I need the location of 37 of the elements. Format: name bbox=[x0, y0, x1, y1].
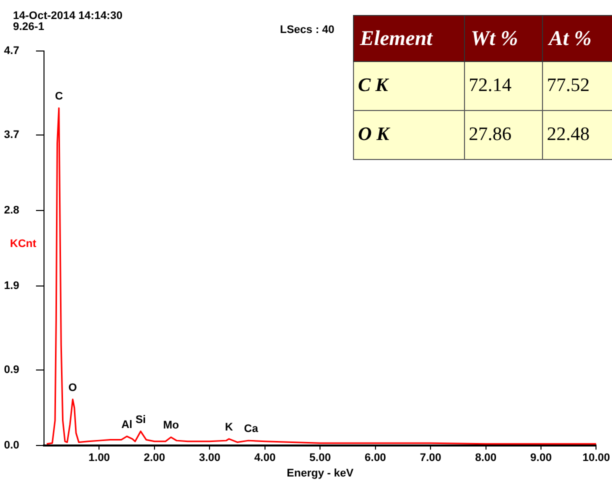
annotation: K bbox=[225, 421, 234, 434]
y-axis-title: KCnt bbox=[10, 238, 36, 250]
text: Wt % bbox=[470, 26, 518, 50]
x-tick-label: 6.00 bbox=[364, 452, 386, 464]
annotation: 22.48 bbox=[542, 110, 612, 160]
y-tick-label: 3.7 bbox=[4, 128, 20, 141]
y-tick-label: 2.8 bbox=[4, 204, 20, 217]
y-tick-label: 1.9 bbox=[4, 280, 20, 292]
x-tick-label: 3.00 bbox=[198, 452, 220, 464]
chart-subtitle: 9.26-1 bbox=[13, 21, 46, 33]
x-tick-label: 1.00 bbox=[88, 452, 110, 464]
text: Element bbox=[360, 26, 432, 50]
annotation: O bbox=[68, 382, 78, 394]
x-tick-label: 4.00 bbox=[254, 452, 276, 464]
annotation: C bbox=[54, 90, 63, 103]
x-tick-label: 2.00 bbox=[144, 452, 166, 464]
annotation: Mo bbox=[163, 420, 180, 432]
text: At % bbox=[548, 26, 592, 50]
annotation: 72.14 bbox=[464, 62, 542, 110]
annotation: Si bbox=[135, 414, 146, 426]
x-tick-label: 10.00 bbox=[582, 452, 610, 464]
x-tick-label: 9.00 bbox=[530, 452, 552, 464]
text: LSecs : 40 bbox=[280, 24, 334, 36]
annotation: C K bbox=[354, 62, 464, 110]
y-tick-label: 0.0 bbox=[4, 440, 20, 452]
annotation: O K bbox=[354, 110, 464, 160]
y-tick-label: 0.9 bbox=[4, 364, 20, 376]
annotation: 77.52 bbox=[542, 62, 612, 110]
annotation: Al bbox=[121, 418, 132, 431]
y-tick-label: 4.7 bbox=[4, 45, 20, 58]
x-tick-label: 5.00 bbox=[309, 452, 331, 464]
chart-title: 14-Oct-2014 14:14:30 bbox=[13, 10, 122, 22]
annotation: Ca bbox=[244, 423, 259, 436]
x-tick-label: 8.00 bbox=[475, 452, 496, 464]
x-tick-label: 7.00 bbox=[420, 452, 442, 464]
annotation: 27.86 bbox=[464, 110, 542, 160]
x-axis-title: Energy - keV bbox=[286, 467, 354, 480]
